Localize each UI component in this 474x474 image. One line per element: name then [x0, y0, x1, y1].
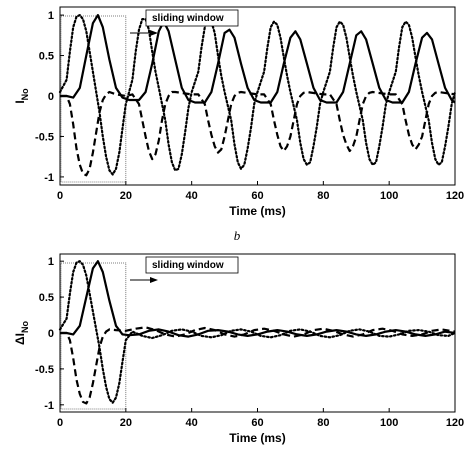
top-x-tick-label: 40: [186, 190, 198, 202]
top-y-axis-label: INo: [13, 88, 30, 104]
top-x-tick-label: 20: [120, 190, 132, 202]
top-y-tick-label: -0.5: [35, 131, 54, 143]
bottom-chart-panel: 0 20 40 60 80 100 120 -1 -0.5 0 0.5 1 sliding windo…: [13, 253, 464, 445]
top-y-label-main: I: [13, 100, 27, 103]
bottom-x-tick-label: 20: [120, 417, 132, 429]
bottom-window-label-box: [145, 256, 239, 274]
top-y-tick-label: 1: [48, 10, 54, 22]
top-x-tick-label: 60: [251, 190, 263, 202]
top-window-label-box: [145, 9, 239, 27]
bottom-x-axis-label: Time (ms): [229, 431, 285, 445]
top-y-tick-label: 0: [48, 91, 54, 103]
bottom-series-solid-line: [60, 260, 456, 338]
top-window-arrowhead: [150, 30, 158, 36]
top-x-axis-label: Time (ms): [229, 204, 285, 218]
panel-caption: b: [234, 228, 241, 243]
top-x-tick-label: 0: [57, 190, 63, 202]
bottom-series-dotted-line: [58, 260, 457, 404]
top-y-tick-label: 0.5: [39, 51, 54, 63]
top-chart-panel: 0 20 40 60 80 100 120 -1 -0.5 0 0.5 1 sliding windo…: [13, 6, 464, 218]
bottom-y-tick-label: -0.5: [35, 364, 54, 376]
top-x-tick-label: 100: [380, 190, 398, 202]
bottom-y-tick-label: 1: [48, 256, 54, 268]
bottom-y-axis-label: ΔINo: [13, 321, 30, 345]
bottom-x-tick-label: 80: [317, 417, 329, 429]
bottom-x-tick-label: 100: [380, 417, 398, 429]
bottom-y-tick-label: 0.5: [39, 292, 54, 304]
bottom-x-tick-label: 120: [446, 417, 464, 429]
bottom-sliding-window-box: [60, 262, 127, 410]
bottom-window-arrowhead: [150, 277, 158, 283]
bottom-y-tick-label: -1: [44, 400, 54, 412]
bottom-y-label-subscript: No: [20, 321, 30, 333]
bottom-y-label-main: ΔI: [13, 333, 27, 345]
top-series-solid-line: [60, 14, 456, 104]
top-series-dotted-line: [58, 14, 457, 176]
bottom-x-tick-label: 60: [251, 417, 263, 429]
top-y-tick-label: -1: [44, 172, 54, 184]
top-x-tick-label: 80: [317, 190, 329, 202]
top-series-dashed-line: [60, 90, 456, 177]
top-sliding-window-box: [60, 15, 127, 183]
bottom-window-label: sliding window: [152, 260, 224, 271]
top-x-tick-label: 120: [446, 190, 464, 202]
bottom-x-tick-label: 0: [57, 417, 63, 429]
bottom-y-tick-label: 0: [48, 328, 54, 340]
bottom-x-tick-label: 40: [186, 417, 198, 429]
top-y-label-subscript: No: [20, 88, 30, 100]
top-window-label: sliding window: [152, 13, 224, 24]
bottom-series-dashed-line: [60, 326, 456, 405]
